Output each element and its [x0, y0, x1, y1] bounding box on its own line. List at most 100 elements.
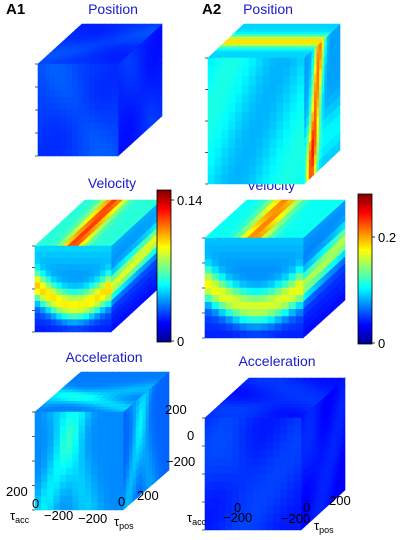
heat-cell [83, 288, 90, 296]
heat-cell [225, 316, 234, 325]
heat-cell [40, 488, 48, 497]
heat-cell [211, 330, 220, 339]
heat-cell [50, 325, 58, 333]
heat-cell [77, 70, 85, 78]
heat-cell [221, 84, 229, 95]
axis-left-tacc: 200 0 −200 τacc [6, 484, 73, 525]
heat-cell [100, 135, 107, 144]
heat-cell [103, 432, 111, 441]
heat-cell [83, 149, 90, 157]
heat-cell [66, 439, 74, 448]
heat-cell [260, 287, 269, 296]
heat-cell [61, 264, 68, 271]
heat-cell [259, 473, 268, 483]
heat-cell [97, 460, 105, 469]
heat-cell [273, 425, 281, 435]
heat-cell [204, 251, 213, 260]
heat-cell [84, 460, 92, 469]
heat-cell [269, 120, 277, 131]
heat-cell [296, 57, 305, 68]
heat-cell [288, 237, 297, 246]
heat-cell [50, 300, 58, 308]
panel-label-a2: A2 [202, 1, 221, 18]
heat-cell [59, 495, 67, 504]
heat-cell [83, 264, 90, 271]
heat-cell [116, 467, 124, 476]
heat-cell [99, 245, 106, 253]
heat-cell [225, 323, 234, 332]
heat-cell [204, 330, 213, 339]
heat-cell [78, 502, 86, 511]
heat-cell [245, 489, 254, 499]
heat-cell [106, 70, 113, 78]
heat-cell [61, 307, 68, 314]
heat-cell [214, 147, 223, 158]
heat-cell [225, 441, 233, 451]
heat-cell [228, 165, 236, 176]
heat-cell [60, 96, 67, 104]
heat-cell [293, 465, 302, 475]
heat-cell [34, 432, 42, 441]
heat-cell [47, 425, 55, 434]
heat-cell [34, 300, 41, 308]
heat-cell [99, 294, 106, 302]
heat-cell [43, 129, 50, 137]
heat-cell [228, 120, 236, 131]
heat-cell [105, 282, 112, 290]
heat-cell [232, 316, 241, 325]
heat-cell [218, 473, 226, 483]
heat-cell [83, 270, 90, 278]
heat-cell [91, 488, 99, 497]
heat-cell [94, 89, 102, 98]
heat-cell [77, 63, 85, 71]
heat-cell [37, 142, 45, 150]
heat-cell [37, 103, 45, 111]
heat-cell [252, 497, 261, 507]
heat-cell [281, 266, 290, 275]
heat-cell [238, 457, 247, 467]
heat-cell [288, 294, 297, 303]
heat-cell [91, 474, 99, 483]
heat-cell [214, 156, 223, 167]
heat-cell [214, 57, 223, 68]
heat-cell [204, 473, 213, 483]
heat-cell [228, 147, 236, 158]
heat-cell [262, 147, 271, 158]
heat-cell [53, 411, 61, 420]
heat-cell [56, 288, 63, 296]
heat-cell [225, 287, 234, 296]
heat-cell [100, 76, 107, 85]
heat-cell [288, 301, 297, 310]
heat-cell [47, 474, 55, 483]
heat-cell [105, 313, 112, 321]
heat-cell [295, 294, 304, 303]
heat-cell [295, 266, 304, 275]
heat-cell [228, 174, 236, 185]
heat-cell [71, 70, 79, 78]
cube-a1-velocity [32, 199, 162, 333]
heat-cell [262, 129, 271, 140]
heat-cell [94, 282, 101, 290]
heat-cell [341, 481, 346, 494]
colorbar-a2-gradient [357, 193, 373, 345]
heat-cell [45, 307, 52, 314]
heat-cell [245, 425, 254, 435]
heat-cell [274, 301, 283, 310]
heat-cell [105, 307, 112, 314]
heat-cell [248, 57, 257, 68]
heat-cell [329, 23, 341, 27]
heat-cell [266, 425, 274, 435]
heat-cell [66, 103, 73, 111]
heat-cell [274, 294, 283, 303]
heat-cell [34, 294, 41, 302]
heat-cell [253, 316, 262, 325]
heat-cell [100, 103, 107, 111]
heat-cell [225, 301, 234, 310]
heat-cell [88, 307, 96, 314]
heat-cell [111, 96, 119, 104]
heat-cell [232, 433, 240, 443]
heat-cell [218, 323, 227, 332]
heat-cell [283, 156, 291, 167]
heat-cell [211, 433, 220, 443]
heat-cell [67, 264, 74, 271]
